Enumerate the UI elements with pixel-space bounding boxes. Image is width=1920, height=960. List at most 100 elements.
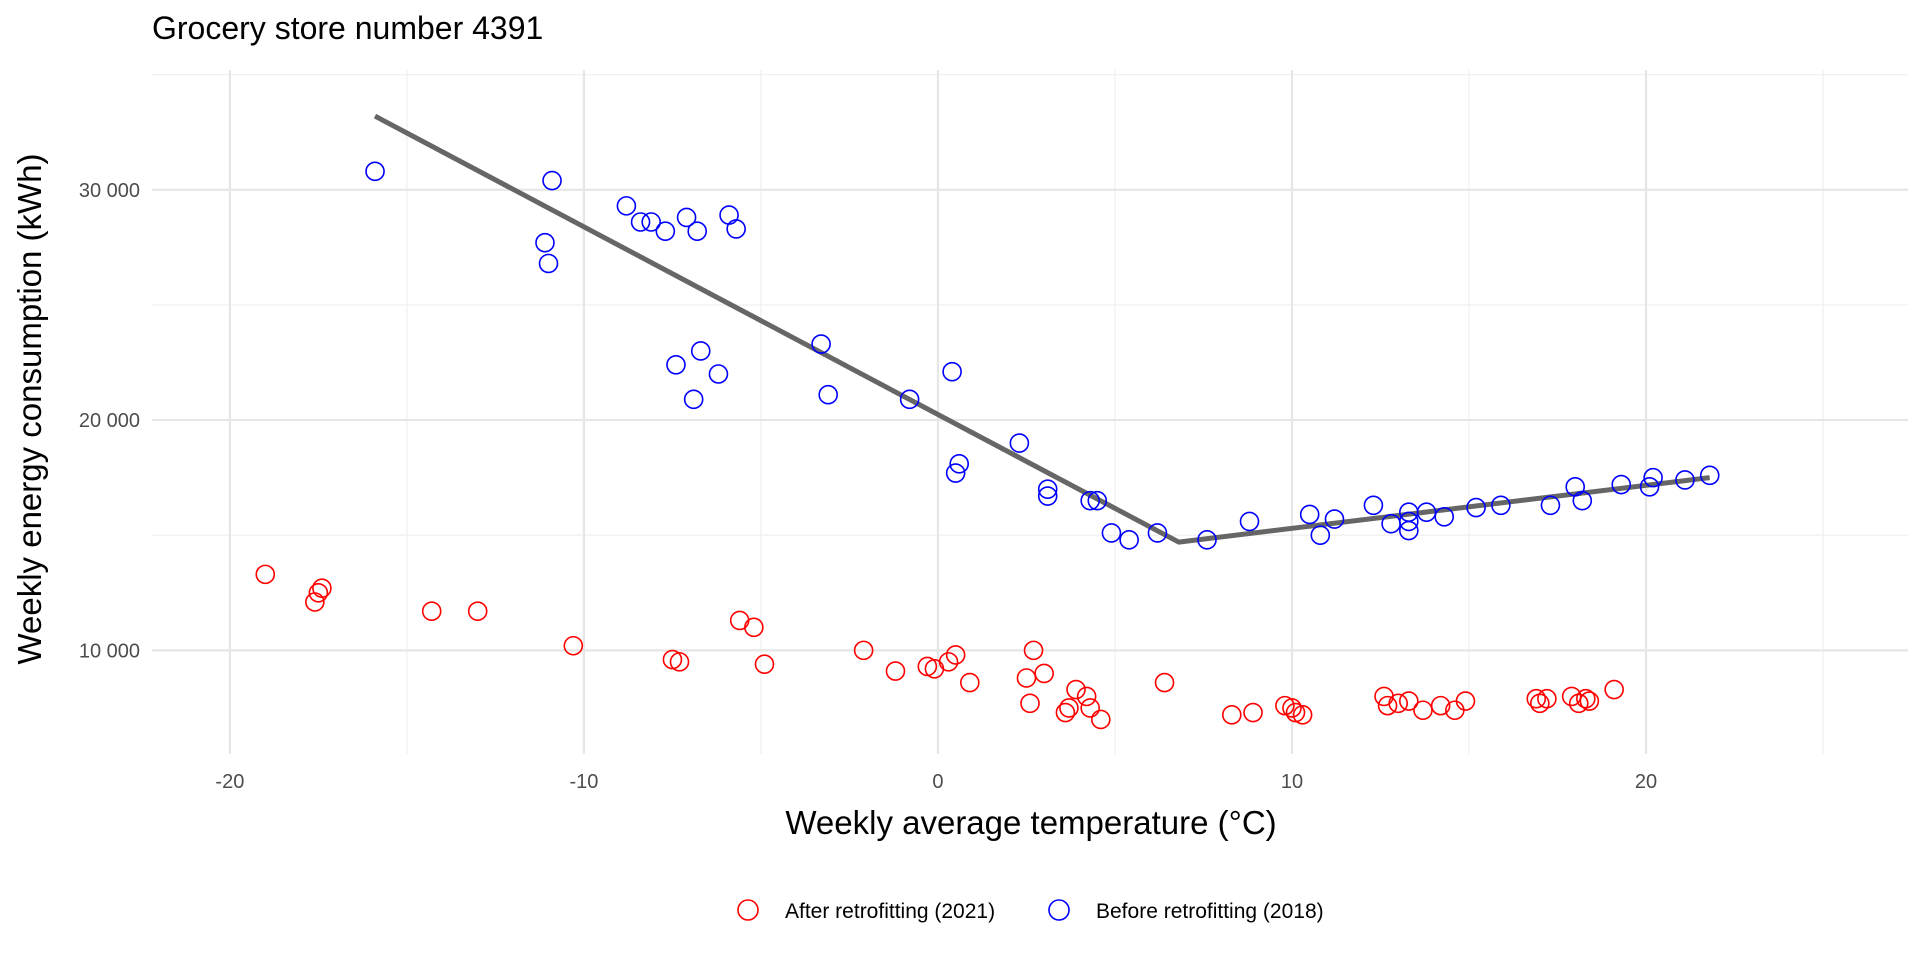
data-point-before xyxy=(1363,495,1384,516)
data-point-after xyxy=(467,601,488,622)
data-point-before xyxy=(1399,511,1419,532)
data-point-after xyxy=(1243,702,1263,723)
data-point-before xyxy=(1324,509,1345,529)
data-point-before xyxy=(676,207,697,228)
x-tick-label: -20 xyxy=(215,771,244,793)
data-point-before xyxy=(942,361,962,382)
data-point-before xyxy=(538,253,559,274)
data-point-after xyxy=(308,582,329,603)
data-point-before xyxy=(1491,495,1511,516)
data-point-before xyxy=(1310,525,1331,546)
data-point-after xyxy=(1154,672,1175,693)
data-point-before xyxy=(641,212,661,232)
data-point-after xyxy=(1023,640,1044,661)
data-point-after xyxy=(1377,695,1398,716)
data-point-before xyxy=(811,334,831,354)
data-point-after xyxy=(754,654,775,674)
data-point-before xyxy=(1197,530,1217,550)
data-point-after xyxy=(1055,702,1076,723)
data-point-before xyxy=(945,463,966,483)
y-axis-ticks: 10 000 20 000 30 000 xyxy=(79,180,140,663)
data-point-before xyxy=(1147,523,1168,543)
data-point-before xyxy=(690,341,711,361)
x-tick-label: 0 xyxy=(932,771,943,793)
data-point-after xyxy=(1282,698,1302,718)
data-point-before xyxy=(1239,511,1260,532)
data-point-after xyxy=(1561,686,1582,707)
data-point-before xyxy=(1572,490,1593,511)
data-point-before xyxy=(687,221,708,242)
data-point-before xyxy=(542,170,562,191)
data-point-after xyxy=(255,564,276,585)
data-point-after xyxy=(669,652,690,672)
legend-label-before: Before retrofitting (2018) xyxy=(1096,900,1324,923)
data-point-before xyxy=(1009,433,1030,453)
y-tick-label: 30 000 xyxy=(79,180,140,202)
data-point-after xyxy=(1388,693,1408,714)
x-tick-label: 20 xyxy=(1635,771,1657,793)
data-point-before xyxy=(683,389,704,410)
data-point-before xyxy=(1101,523,1122,543)
data-point-before xyxy=(1416,502,1437,522)
x-tick-label: 10 xyxy=(1281,771,1303,793)
fit-line-layer xyxy=(373,113,1711,545)
data-point-after xyxy=(1579,691,1600,711)
data-point-before xyxy=(1466,497,1486,518)
data-point-before xyxy=(726,219,746,239)
data-point-after xyxy=(885,661,906,681)
data-point-before xyxy=(1399,520,1419,541)
data-point-before xyxy=(1611,474,1632,495)
legend: After retrofitting (2021) Before retrofi… xyxy=(737,899,1324,923)
data-point-before xyxy=(616,196,637,216)
data-point-after xyxy=(1430,695,1451,716)
data-point-after xyxy=(1292,705,1313,725)
data-point-after xyxy=(1034,663,1054,684)
data-point-before xyxy=(949,454,969,474)
data-point-before xyxy=(655,221,676,242)
legend-marker-before xyxy=(1048,899,1070,921)
data-point-after xyxy=(1080,698,1100,718)
data-point-before xyxy=(1639,477,1660,497)
data-point-after xyxy=(563,635,584,656)
fit-line xyxy=(373,113,1711,545)
data-point-after xyxy=(1455,691,1476,711)
data-point-before xyxy=(1299,504,1320,525)
data-point-before xyxy=(1675,470,1695,490)
data-point-after xyxy=(312,578,332,598)
data-point-before xyxy=(1080,490,1100,511)
data-point-before xyxy=(818,384,839,405)
data-point-after xyxy=(1066,679,1086,700)
data-point-before xyxy=(365,161,385,182)
data-point-after xyxy=(1016,668,1037,688)
data-point-before xyxy=(1434,506,1455,527)
plot-grid xyxy=(152,70,1908,754)
data-point-after xyxy=(960,672,980,693)
data-point-before xyxy=(899,389,920,410)
legend-marker-after xyxy=(737,899,759,921)
data-point-after xyxy=(1604,679,1624,700)
data-point-before xyxy=(1037,486,1058,506)
legend-label-after: After retrofitting (2021) xyxy=(785,900,995,923)
data-point-before xyxy=(719,205,739,225)
data-point-after xyxy=(421,601,442,622)
data-point-before xyxy=(1087,490,1108,511)
data-point-after xyxy=(1059,698,1079,718)
data-point-after xyxy=(1413,700,1433,721)
data-point-after xyxy=(924,658,945,679)
data-point-after xyxy=(1076,686,1097,707)
data-point-after xyxy=(945,645,966,665)
data-point-before xyxy=(666,354,686,375)
data-point-before xyxy=(1037,479,1058,499)
data-point-after xyxy=(938,652,959,672)
data-point-before xyxy=(1540,495,1561,516)
x-tick-label: -10 xyxy=(569,771,598,793)
data-point-before xyxy=(1643,467,1663,488)
data-point-before xyxy=(535,232,555,253)
x-axis-ticks: -20 -10 0 10 20 xyxy=(215,771,1657,793)
data-points-layer xyxy=(255,161,1720,730)
data-point-after xyxy=(1576,688,1596,709)
data-point-before xyxy=(1699,465,1720,486)
y-axis-title: Weekly energy consumption (kWh) xyxy=(11,153,48,664)
data-point-before xyxy=(630,212,651,232)
